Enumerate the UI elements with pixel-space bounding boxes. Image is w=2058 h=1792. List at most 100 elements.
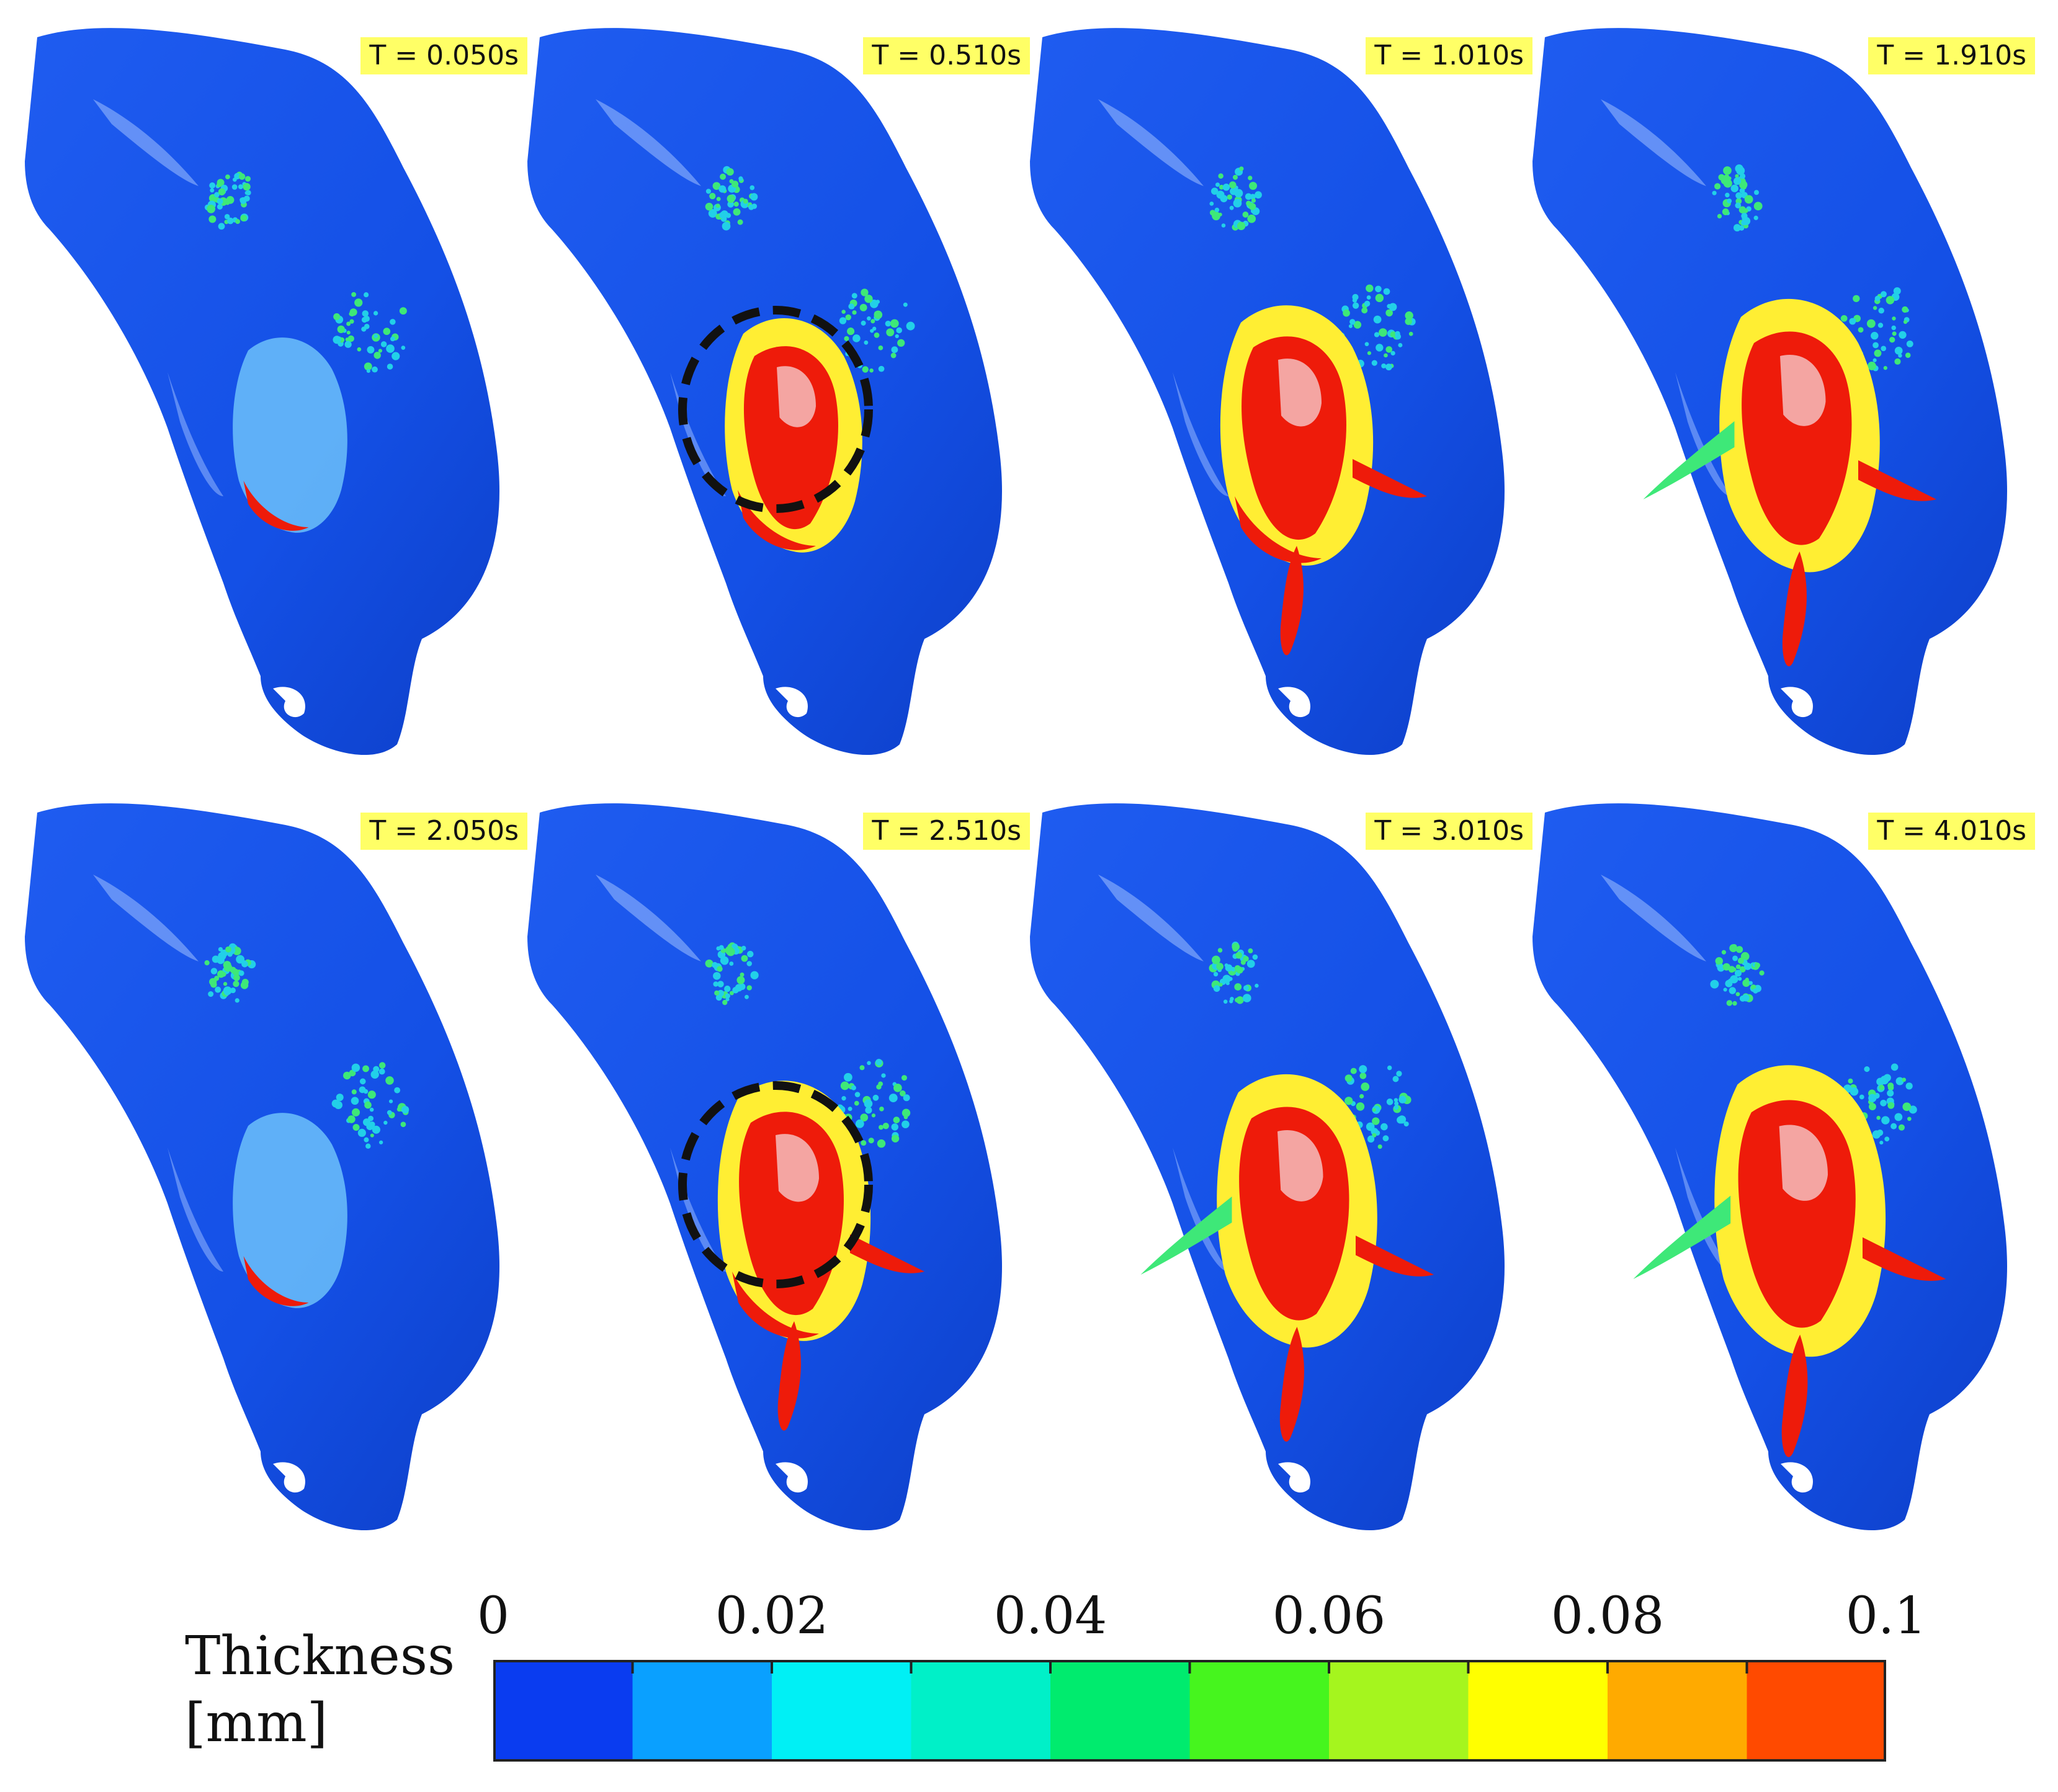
film-rim	[1235, 496, 1322, 563]
surface-highlight	[1098, 875, 1204, 961]
film-core	[1239, 1107, 1349, 1321]
colorbar	[493, 1660, 1886, 1762]
surface-highlight	[1098, 99, 1204, 186]
surface-render	[1030, 803, 1505, 1531]
time-label: T = 2.510s	[863, 813, 1030, 850]
surface-notch	[1781, 687, 1813, 718]
surface-render	[1532, 803, 2007, 1531]
surface-render	[1030, 28, 1505, 756]
surface-notch	[776, 1462, 808, 1493]
colorbar-bin	[493, 1660, 633, 1762]
film-core	[1738, 1100, 1856, 1328]
surface-render	[1532, 28, 2007, 756]
surface-highlight	[596, 99, 701, 186]
film-rivulet	[1782, 551, 1807, 667]
film-highlight	[777, 366, 816, 427]
colorbar-tick-label: 0.08	[1550, 1587, 1665, 1646]
time-label: T = 4.010s	[1868, 813, 2035, 850]
film-core	[743, 346, 838, 530]
surface-highlight	[1601, 99, 1706, 186]
film-region	[717, 1081, 924, 1431]
highlight-ring	[678, 306, 873, 513]
highlight-ring	[678, 1081, 873, 1288]
time-label: T = 0.050s	[360, 37, 527, 74]
film-rim	[243, 481, 309, 531]
film-rivulet	[1279, 1327, 1304, 1442]
colorbar-tick-label: 0.06	[1272, 1587, 1386, 1646]
film-rivulet	[777, 1321, 801, 1431]
colorbar-bin	[1329, 1660, 1469, 1762]
legend-title-quantity: Thickness	[185, 1625, 455, 1687]
panel-7: T = 3.010s	[1030, 800, 1532, 1563]
film-rivulet	[1858, 460, 1936, 501]
time-label: T = 2.050s	[360, 813, 527, 850]
colorbar-tick-label: 0.1	[1845, 1587, 1927, 1646]
panel-8: T = 4.010s	[1532, 800, 2035, 1563]
surface-notch	[1278, 1462, 1310, 1493]
surface-highlight	[93, 99, 199, 186]
panel-3: T = 1.010s	[1030, 25, 1532, 788]
colorbar-bin	[1747, 1660, 1886, 1762]
colorbar-bins	[493, 1660, 1886, 1762]
film-core	[1742, 331, 1852, 545]
time-label: T = 1.010s	[1366, 37, 1532, 74]
panel-1: T = 0.050s	[25, 25, 527, 788]
surface-highlight	[596, 875, 701, 961]
colorbar-bin	[1468, 1660, 1608, 1762]
film-rivulet	[1353, 459, 1427, 498]
panel-4: T = 1.910s	[1532, 25, 2035, 788]
panel-5: T = 2.050s	[25, 800, 527, 1563]
film-rivulet	[1356, 1236, 1434, 1277]
film-rivulet	[1781, 1334, 1808, 1458]
film-outer	[233, 1113, 347, 1308]
surface-render	[527, 803, 1002, 1531]
colorbar-tick-label: 0	[476, 1587, 510, 1646]
film-rivulet	[850, 1234, 924, 1273]
colorbar-tick-label: 0.04	[993, 1587, 1107, 1646]
film-rivulet	[1863, 1237, 1946, 1281]
colorbar-bin	[772, 1660, 911, 1762]
colorbar-bin	[911, 1660, 1051, 1762]
film-region	[725, 318, 862, 553]
colorbar-tick-label: 0.02	[715, 1587, 829, 1646]
film-core	[1242, 336, 1346, 540]
surface-notch	[1781, 1462, 1813, 1493]
film-rivulet	[1140, 1197, 1232, 1275]
film-highlight	[1278, 359, 1322, 427]
film-rim	[243, 1256, 309, 1306]
surface-highlight	[1601, 875, 1706, 961]
film-region	[1140, 1074, 1434, 1442]
surface-notch	[273, 687, 305, 718]
film-rivulet	[1280, 546, 1304, 656]
time-label: T = 3.010s	[1366, 813, 1532, 850]
colorbar-bin	[1050, 1660, 1190, 1762]
surface-render	[25, 28, 499, 756]
film-rim	[738, 490, 816, 550]
surface-render	[527, 28, 1002, 756]
film-speckles	[1712, 164, 1913, 372]
film-highlight	[1780, 354, 1826, 426]
time-label: T = 1.910s	[1868, 37, 2035, 74]
legend-title-unit: [mm]	[185, 1692, 328, 1754]
surface-highlight	[93, 875, 199, 961]
colorbar-bin	[632, 1660, 772, 1762]
surface-notch	[273, 1462, 305, 1493]
film-region	[1633, 1065, 1946, 1458]
surface-render	[25, 803, 499, 1531]
film-speckles	[705, 166, 915, 373]
film-rivulet	[1633, 1195, 1731, 1279]
surface-notch	[776, 687, 808, 718]
film-speckles	[1209, 166, 1416, 371]
film-region	[233, 1113, 347, 1308]
film-highlight	[1779, 1125, 1828, 1201]
panel-2: T = 0.510s	[527, 25, 1030, 788]
film-region	[1643, 298, 1936, 667]
legend-title: Thickness [mm]	[185, 1623, 455, 1757]
film-outer	[233, 337, 347, 533]
film-speckles	[204, 943, 409, 1149]
film-core	[739, 1112, 844, 1316]
film-speckles	[204, 171, 407, 373]
panel-6: T = 2.510s	[527, 800, 1030, 1563]
film-region	[1220, 305, 1427, 656]
film-rivulet	[1643, 421, 1735, 499]
